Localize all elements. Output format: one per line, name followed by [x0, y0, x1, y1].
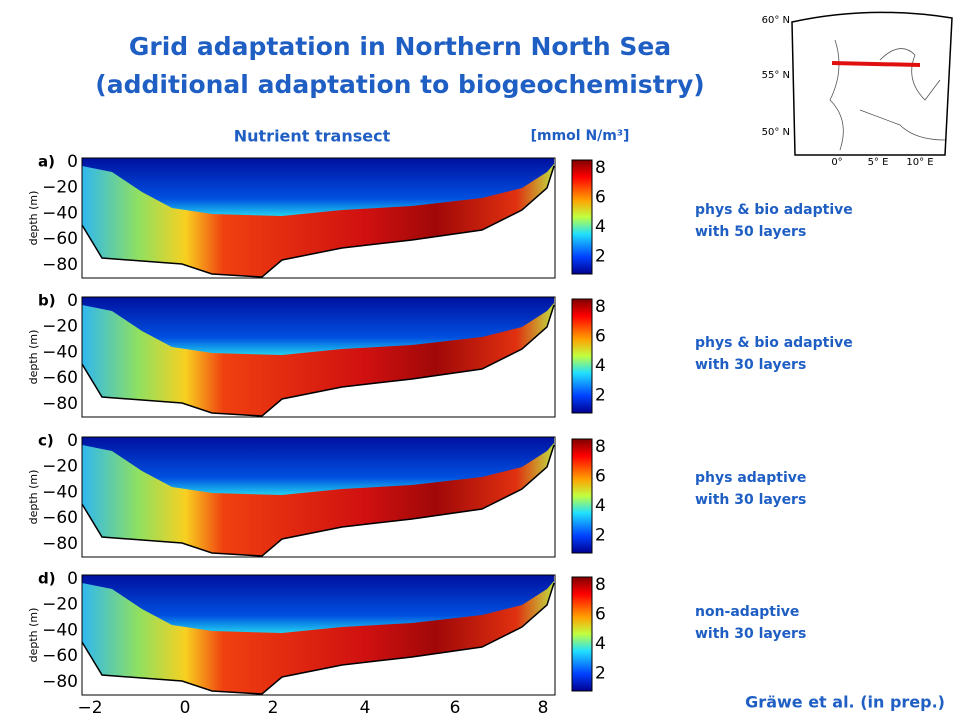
colorbar-tick-label: 4 — [595, 217, 606, 237]
panel-description: phys adaptive — [695, 470, 806, 486]
map-lon-label: 0° — [831, 157, 842, 168]
citation: Gräwe et al. (in prep.) — [745, 693, 945, 712]
y-tick-label: 0 — [67, 431, 78, 451]
panel-letter: b) — [38, 292, 56, 310]
colorbar-tick-label: 2 — [595, 247, 606, 267]
map-lat-label: 55° N — [762, 70, 790, 81]
panel-description: phys & bio adaptive — [695, 202, 853, 218]
y-tick-label: −40 — [42, 620, 78, 640]
x-tick-label: −2 — [77, 698, 102, 718]
y-tick-label: −20 — [42, 595, 78, 615]
y-axis-label: depth (m) — [27, 608, 40, 663]
x-tick-label: 6 — [450, 698, 461, 718]
map-lat-label: 60° N — [762, 15, 790, 26]
panel-description: with 30 layers — [695, 492, 806, 508]
x-tick-label: 0 — [180, 698, 191, 718]
panel-description: phys & bio adaptive — [695, 335, 853, 351]
y-tick-label: −60 — [42, 229, 78, 249]
y-tick-label: −80 — [42, 534, 78, 554]
x-tick-label: 2 — [268, 698, 279, 718]
y-tick-label: −60 — [42, 646, 78, 666]
colorbar-tick-label: 2 — [595, 526, 606, 546]
map-lon-label: 10° E — [906, 157, 933, 168]
colorbar — [571, 159, 593, 275]
seabed — [81, 304, 555, 417]
water-surface — [82, 158, 554, 216]
panel-description: with 30 layers — [695, 626, 806, 642]
y-tick-label: −60 — [42, 508, 78, 528]
y-tick-label: −80 — [42, 672, 78, 692]
title-line: Grid adaptation in Northern North Sea — [129, 32, 671, 61]
colorbar-tick-label: 6 — [595, 605, 606, 625]
y-axis-label: depth (m) — [27, 191, 40, 246]
colorbar-tick-label: 6 — [595, 467, 606, 487]
figure-title: Nutrient transect — [234, 127, 391, 146]
colorbar-tick-label: 8 — [595, 158, 606, 178]
panel-letter: d) — [38, 570, 56, 588]
colorbar — [571, 438, 593, 554]
panel: c) depth (m) 0 −20 −40 −60 −80 8 6 4 2 — [27, 431, 606, 558]
colorbar-tick-label: 4 — [595, 496, 606, 516]
map-lon-label: 5° E — [868, 157, 889, 168]
y-tick-label: −40 — [42, 482, 78, 502]
colorbar-tick-label: 8 — [595, 437, 606, 457]
plot-frame — [81, 574, 556, 696]
water-surface — [82, 437, 554, 495]
panel-description: non-adaptive — [695, 604, 799, 620]
colorbar-tick-label: 4 — [595, 356, 606, 376]
y-tick-label: −40 — [42, 342, 78, 362]
panel-description: with 30 layers — [695, 357, 806, 373]
y-axis-label: depth (m) — [27, 470, 40, 525]
title-line: (additional adaptation to biogeochemistr… — [95, 70, 704, 99]
y-tick-label: 0 — [67, 569, 78, 589]
x-tick-label: 8 — [538, 698, 549, 718]
panel-description: with 50 layers — [695, 224, 806, 240]
y-tick-label: −20 — [42, 178, 78, 198]
colorbar-tick-label: 4 — [595, 634, 606, 654]
plot-frame — [81, 157, 556, 279]
panel-letter: c) — [38, 432, 54, 450]
map-lat-label: 50° N — [762, 127, 790, 138]
colorbar — [571, 298, 593, 414]
map — [791, 11, 953, 156]
y-tick-label: −20 — [42, 457, 78, 477]
seabed — [81, 444, 555, 557]
seabed — [81, 165, 555, 278]
colorbar-tick-label: 6 — [595, 188, 606, 208]
y-tick-label: −80 — [42, 255, 78, 275]
colorbar-tick-label: 2 — [595, 386, 606, 406]
plot-frame — [81, 436, 556, 558]
y-tick-label: −80 — [42, 394, 78, 414]
panel-letter: a) — [38, 153, 55, 171]
x-tick-label: 4 — [360, 698, 371, 718]
water-surface — [82, 297, 554, 355]
y-tick-label: −60 — [42, 368, 78, 388]
seabed — [81, 582, 555, 695]
colorbar-tick-label: 2 — [595, 664, 606, 684]
panel: a) depth (m) 0 −20 −40 −60 −80 8 6 4 2 — [27, 152, 606, 279]
colorbar-tick-label: 8 — [595, 575, 606, 595]
y-tick-label: −20 — [42, 317, 78, 337]
panel: b) depth (m) 0 −20 −40 −60 −80 8 6 4 2 — [27, 291, 606, 418]
y-tick-label: 0 — [67, 152, 78, 172]
y-axis-label: depth (m) — [27, 330, 40, 385]
unit-label: [mmol N/m³] — [531, 128, 630, 144]
colorbar-tick-label: 6 — [595, 327, 606, 347]
y-tick-label: −40 — [42, 203, 78, 223]
water-surface — [82, 575, 554, 633]
colorbar-tick-label: 8 — [595, 297, 606, 317]
plot-frame — [81, 296, 556, 418]
y-tick-label: 0 — [67, 291, 78, 311]
colorbar — [571, 576, 593, 692]
